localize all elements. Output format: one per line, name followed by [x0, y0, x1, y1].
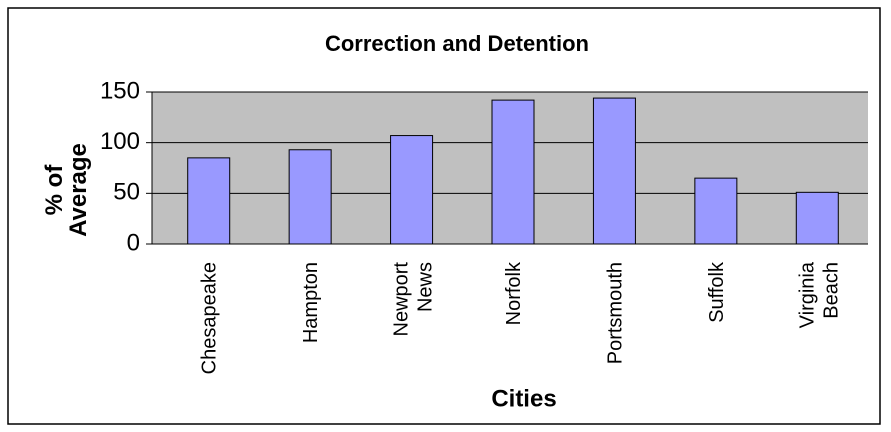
bar [592, 97, 636, 245]
bar [288, 149, 332, 245]
bar [491, 99, 535, 245]
y-tick-label: 50 [113, 179, 140, 206]
y-tick-label: 0 [127, 229, 140, 256]
x-tick-label: Chesapeake [199, 262, 221, 374]
y-tick-label: 100 [100, 128, 140, 155]
bar [390, 135, 434, 245]
chart-title: Correction and Detention [325, 31, 589, 56]
x-axis-title: Cities [491, 385, 556, 412]
y-tick-label: 150 [100, 77, 140, 104]
x-tick-label: Virginia Beach [796, 261, 842, 328]
x-tick-label: Hampton [300, 262, 322, 343]
x-tick-label: Norfolk [503, 261, 525, 325]
bar [694, 177, 738, 245]
x-tick-label: Suffolk [706, 261, 728, 323]
x-tick-label: Portsmouth [604, 262, 626, 364]
y-axis-title: % ofAverage [41, 143, 92, 237]
bar [187, 157, 231, 245]
x-tick-label: Newport News [391, 262, 437, 337]
bar [795, 191, 839, 245]
